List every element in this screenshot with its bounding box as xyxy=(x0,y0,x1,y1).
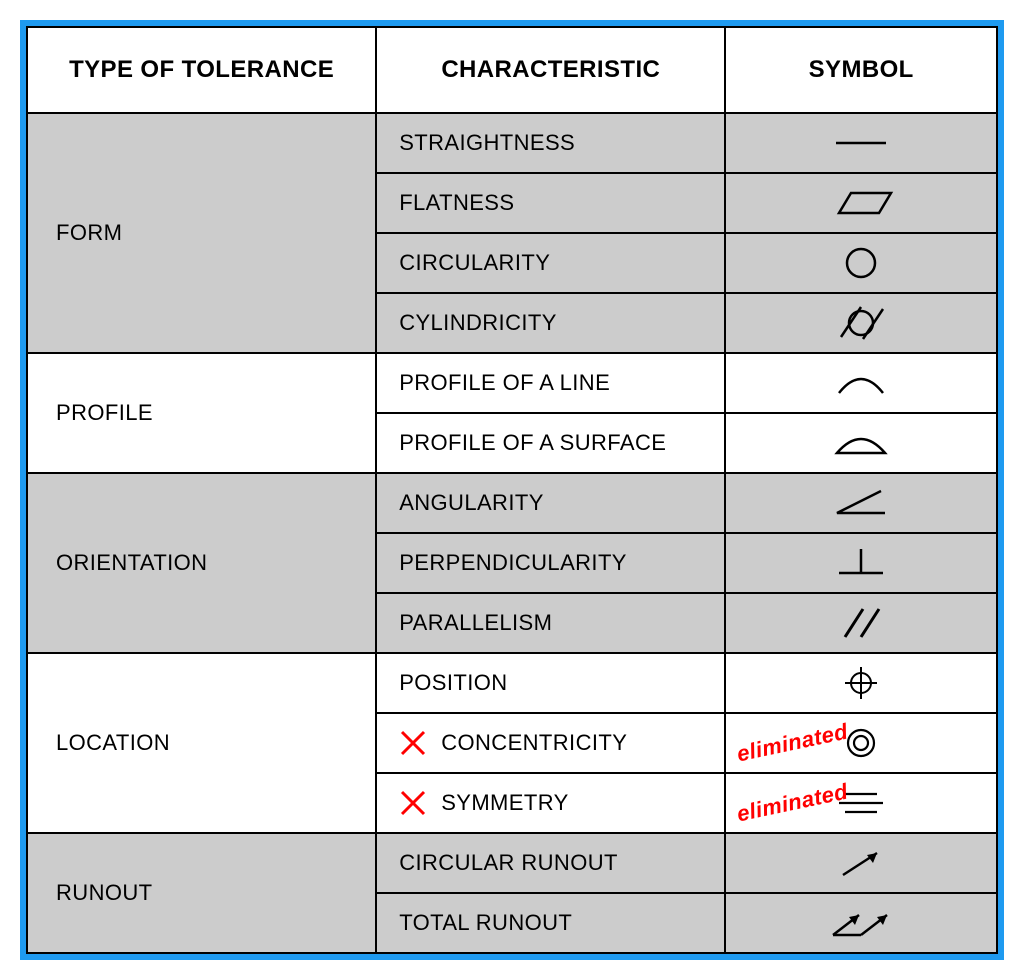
type-cell: RUNOUT xyxy=(27,833,376,953)
characteristic-label: SYMMETRY xyxy=(441,790,568,815)
header-row: TYPE OF TOLERANCE CHARACTERISTIC SYMBOL xyxy=(27,27,997,113)
symbol-cell: eliminated xyxy=(725,773,997,833)
type-cell: PROFILE xyxy=(27,353,376,473)
table-row: LOCATIONPOSITION xyxy=(27,653,997,713)
type-cell: ORIENTATION xyxy=(27,473,376,653)
symbol-cell xyxy=(725,833,997,893)
symbol-cell xyxy=(725,533,997,593)
characteristic-cell: CYLINDRICITY xyxy=(376,293,725,353)
gdt-table: TYPE OF TOLERANCE CHARACTERISTIC SYMBOL … xyxy=(26,26,998,954)
symbol-cell xyxy=(725,233,997,293)
header-type: TYPE OF TOLERANCE xyxy=(27,27,376,113)
symbol-cell xyxy=(725,353,997,413)
characteristic-cell: STRAIGHTNESS xyxy=(376,113,725,173)
type-cell: FORM xyxy=(27,113,376,353)
characteristic-label: FLATNESS xyxy=(399,191,514,216)
characteristic-cell: CONCENTRICITY xyxy=(376,713,725,773)
characteristic-cell: PROFILE OF A SURFACE xyxy=(376,413,725,473)
characteristic-label: PARALLELISM xyxy=(399,611,552,636)
header-characteristic: CHARACTERISTIC xyxy=(376,27,725,113)
characteristic-label: PROFILE OF A LINE xyxy=(399,371,610,396)
symbol-cell xyxy=(725,113,997,173)
characteristic-label: POSITION xyxy=(399,671,507,696)
table-row: FORMSTRAIGHTNESS xyxy=(27,113,997,173)
symbol-cell xyxy=(725,413,997,473)
table-row: PROFILEPROFILE OF A LINE xyxy=(27,353,997,413)
characteristic-cell: PERPENDICULARITY xyxy=(376,533,725,593)
characteristic-cell: ANGULARITY xyxy=(376,473,725,533)
x-mark-icon xyxy=(399,729,427,757)
characteristic-cell: POSITION xyxy=(376,653,725,713)
table-row: RUNOUTCIRCULAR RUNOUT xyxy=(27,833,997,893)
symbol-cell: eliminated xyxy=(725,713,997,773)
characteristic-cell: SYMMETRY xyxy=(376,773,725,833)
characteristic-cell: TOTAL RUNOUT xyxy=(376,893,725,953)
characteristic-label: CYLINDRICITY xyxy=(399,311,557,336)
characteristic-cell: CIRCULAR RUNOUT xyxy=(376,833,725,893)
characteristic-cell: FLATNESS xyxy=(376,173,725,233)
type-cell: LOCATION xyxy=(27,653,376,833)
x-mark-icon xyxy=(399,789,427,817)
characteristic-label: STRAIGHTNESS xyxy=(399,131,575,156)
symbol-cell xyxy=(725,893,997,953)
symbol-cell xyxy=(725,473,997,533)
characteristic-label: CIRCULAR RUNOUT xyxy=(399,851,618,876)
characteristic-label: TOTAL RUNOUT xyxy=(399,911,572,936)
characteristic-label: CIRCULARITY xyxy=(399,251,550,276)
symbol-cell xyxy=(725,653,997,713)
characteristic-cell: PROFILE OF A LINE xyxy=(376,353,725,413)
characteristic-label: ANGULARITY xyxy=(399,491,544,516)
characteristic-label: PROFILE OF A SURFACE xyxy=(399,431,666,456)
table-row: ORIENTATIONANGULARITY xyxy=(27,473,997,533)
characteristic-cell: CIRCULARITY xyxy=(376,233,725,293)
header-symbol: SYMBOL xyxy=(725,27,997,113)
characteristic-label: PERPENDICULARITY xyxy=(399,551,627,576)
table-frame: TYPE OF TOLERANCE CHARACTERISTIC SYMBOL … xyxy=(20,20,1004,960)
symbol-cell xyxy=(725,593,997,653)
characteristic-label: CONCENTRICITY xyxy=(441,730,627,755)
symbol-cell xyxy=(725,173,997,233)
characteristic-cell: PARALLELISM xyxy=(376,593,725,653)
symbol-cell xyxy=(725,293,997,353)
